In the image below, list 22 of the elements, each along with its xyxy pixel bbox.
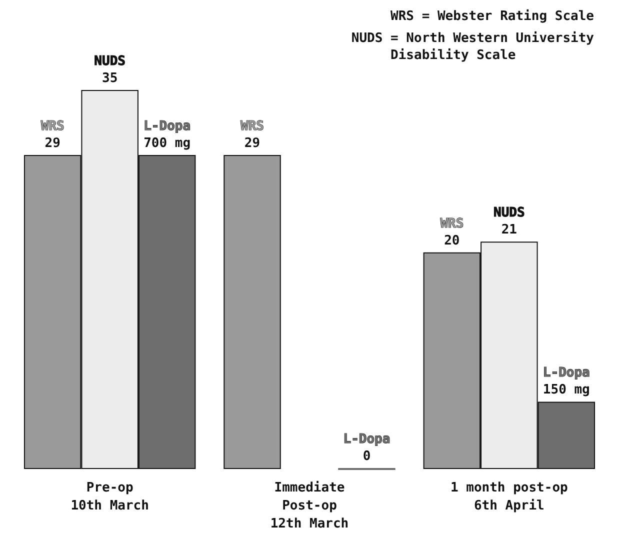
text: WRS = Webster Rating Scale bbox=[390, 9, 594, 24]
data-label: 35 bbox=[102, 71, 118, 86]
text: NUDS = North Western University Disability Scale bbox=[351, 31, 594, 63]
data-label: 0 bbox=[362, 449, 371, 464]
x-tick-label: Pre-op 10th March bbox=[70, 480, 149, 514]
text: WRS bbox=[240, 118, 264, 134]
bar bbox=[224, 154, 281, 469]
series-label: WRS bbox=[40, 118, 65, 134]
series-label: L-Dopa bbox=[144, 119, 191, 134]
text: L-Dopa bbox=[542, 366, 590, 381]
data-label: 21 bbox=[501, 222, 518, 238]
x-tick-label: 1 month post-op 6th April bbox=[450, 480, 568, 514]
data-label: 29 bbox=[44, 136, 60, 151]
data-label: 150 mg bbox=[542, 382, 590, 398]
data-label: 20 bbox=[444, 233, 460, 248]
data-label: 29 bbox=[244, 136, 260, 151]
text: WRS bbox=[440, 216, 464, 232]
text: L-Dopa bbox=[343, 432, 390, 447]
data-label: 700 mg bbox=[144, 136, 191, 152]
series-label: NUDS bbox=[94, 54, 126, 69]
x-tick-label: Immediate Post-op 12th March bbox=[270, 480, 349, 532]
text: NUDS bbox=[494, 206, 525, 221]
